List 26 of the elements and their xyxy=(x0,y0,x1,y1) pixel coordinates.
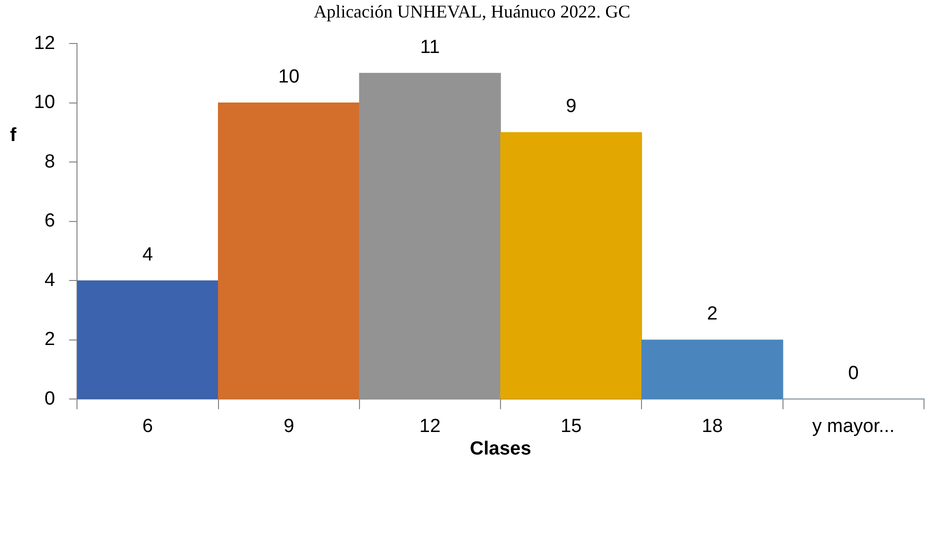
data-label: 4 xyxy=(142,244,154,266)
y-tick-label: 0 xyxy=(44,388,56,410)
data-label: 11 xyxy=(420,36,440,58)
x-tick-label: y mayor... xyxy=(812,416,895,437)
y-tick-label: 10 xyxy=(34,92,56,114)
chart-title: Aplicación UNHEVAL, Huánuco 2022. GC xyxy=(314,2,630,22)
x-tick-label: 6 xyxy=(142,416,153,437)
y-tick-label: 12 xyxy=(34,32,56,54)
y-tick-label: 6 xyxy=(44,210,56,232)
data-label: 10 xyxy=(278,66,300,88)
x-tick-label: 18 xyxy=(702,416,723,437)
bar xyxy=(641,340,784,400)
bar xyxy=(500,132,642,400)
data-label: 9 xyxy=(566,96,576,118)
y-tick-label: 2 xyxy=(44,329,56,350)
x-tick-label: 15 xyxy=(560,416,582,437)
y-tick-label: 8 xyxy=(44,151,56,172)
y-tick-label: 4 xyxy=(44,270,56,291)
data-label: 0 xyxy=(848,362,859,384)
y-axis-title: f xyxy=(10,124,17,146)
data-label: 2 xyxy=(706,304,718,325)
x-axis-title: Clases xyxy=(470,438,532,460)
bar xyxy=(218,102,360,400)
x-tick-label: 9 xyxy=(284,416,294,437)
bar xyxy=(77,280,219,400)
x-tick-label: 12 xyxy=(419,416,441,437)
